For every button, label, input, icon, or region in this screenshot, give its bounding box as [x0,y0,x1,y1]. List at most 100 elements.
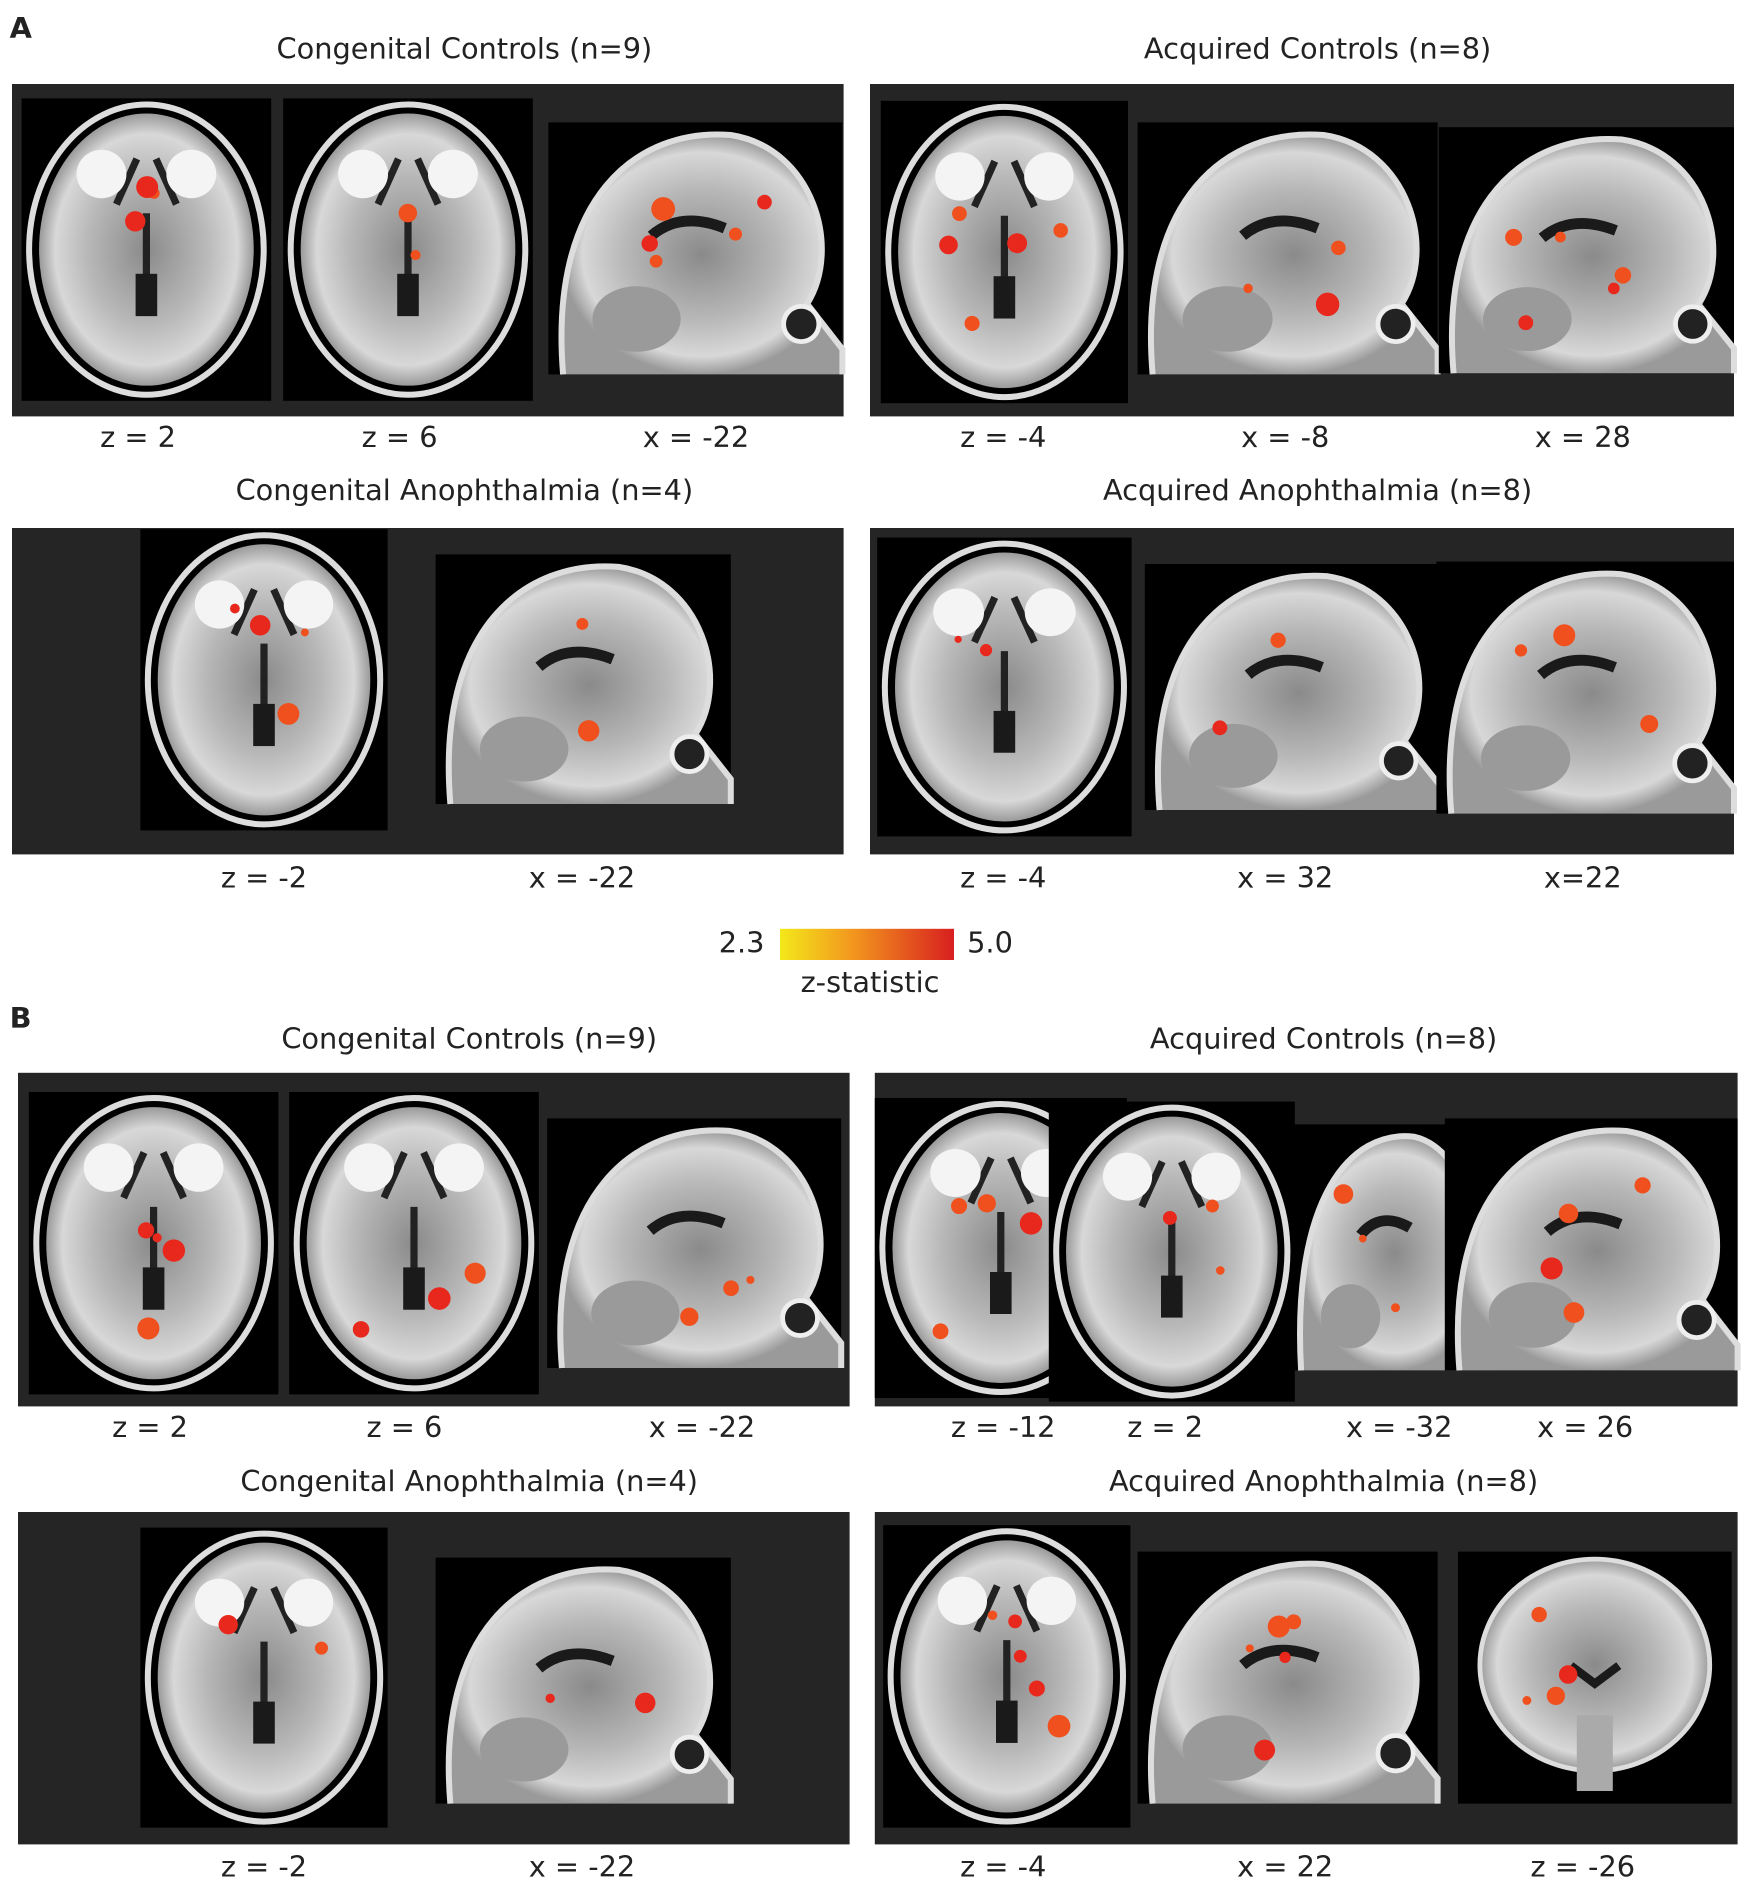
cerebellum [479,1717,569,1782]
activation [410,249,421,261]
panel-label: A [10,11,33,45]
activation [229,603,240,614]
slice-label: z = 2 [112,1410,188,1444]
white-matter [1024,152,1074,201]
eye [669,1734,710,1775]
activation [952,206,967,222]
activation [137,1317,160,1340]
ventricles [113,157,180,280]
activation [1391,1303,1400,1313]
midline [397,273,419,317]
activation [1558,1203,1579,1224]
white-matter [1026,1576,1077,1625]
cerebellum [1182,286,1273,352]
midline [135,273,158,317]
activation [1505,228,1523,246]
activation [1514,644,1528,657]
cerebellum [591,1280,680,1346]
ventricle [1537,654,1617,680]
cerebellum [592,286,681,352]
activation [1554,231,1566,243]
colorbar-max: 5.0 [967,925,1013,959]
midline [990,1272,1012,1314]
ventricles [967,1156,1035,1278]
ventricle [535,1648,615,1673]
cerebellum [1320,1284,1381,1349]
eye [1375,1733,1416,1774]
ventricles [971,595,1038,717]
white-matter [283,580,334,629]
eye [1379,741,1419,781]
activation [746,1275,755,1284]
eye [780,1298,820,1338]
ventricles [230,587,298,710]
ventricles [374,157,442,280]
white-matter [937,1576,988,1625]
slice-label: z = 2 [100,420,176,454]
activation [651,197,676,221]
activation [1331,240,1346,256]
panel-label: B [10,1001,32,1035]
white-matter [427,149,478,199]
activation [137,1222,155,1239]
midline [253,703,275,747]
cerebellum [1481,725,1571,791]
slice-label: z = -4 [960,1849,1046,1883]
ventricle [1543,1211,1623,1237]
ventricle [647,215,727,241]
white-matter [1024,588,1076,637]
eye [1375,303,1416,345]
cerebellum [479,716,569,782]
activation [954,635,962,643]
eye [781,303,822,345]
group-title: Congenital Anophthalmia (n=4) [240,1464,698,1498]
activation [162,1239,186,1262]
white-matter [930,1149,981,1197]
activation [1019,1212,1043,1235]
midline [993,710,1016,753]
skull [885,103,1124,401]
white-matter [194,1578,245,1627]
slice-label: x = -22 [529,1849,636,1883]
activation [932,1323,949,1340]
midline [142,1267,165,1310]
ventricle [1239,215,1320,241]
activation [1267,1615,1290,1638]
slice-label: z = 6 [362,420,438,454]
slice-label: z = -4 [960,420,1046,454]
ventricles [1568,1662,1622,1689]
eye [669,734,710,774]
ventricles [973,1584,1041,1707]
slice-label: x = 28 [1535,420,1631,454]
activation [757,194,772,210]
activation [152,1233,162,1243]
slice-label: z = -2 [221,861,307,895]
white-matter [338,149,389,199]
activation [1553,624,1576,647]
white-matter [194,580,245,629]
activation [277,702,300,725]
activation [1047,1714,1071,1738]
slice-label: x = -22 [643,420,750,454]
activation [1558,1665,1578,1684]
skull [144,1530,384,1825]
activation [728,227,743,241]
activation [979,644,993,657]
activation [125,211,146,232]
slice-label: x=22 [1544,861,1622,895]
skull [887,1528,1126,1825]
white-matter [935,152,985,201]
activation [1540,1257,1563,1280]
group-title: Acquired Controls (n=8) [1144,31,1491,65]
slice-label: x = -22 [649,1410,756,1444]
activation [1162,1210,1177,1225]
brainstem [1576,1715,1613,1791]
skull [144,532,384,828]
white-matter [76,149,127,199]
activation [1358,1234,1367,1243]
ventricle [1244,654,1324,679]
slice-label: x = -32 [1346,1410,1453,1444]
ventricles [380,1151,448,1274]
ventricle [1356,1215,1413,1239]
